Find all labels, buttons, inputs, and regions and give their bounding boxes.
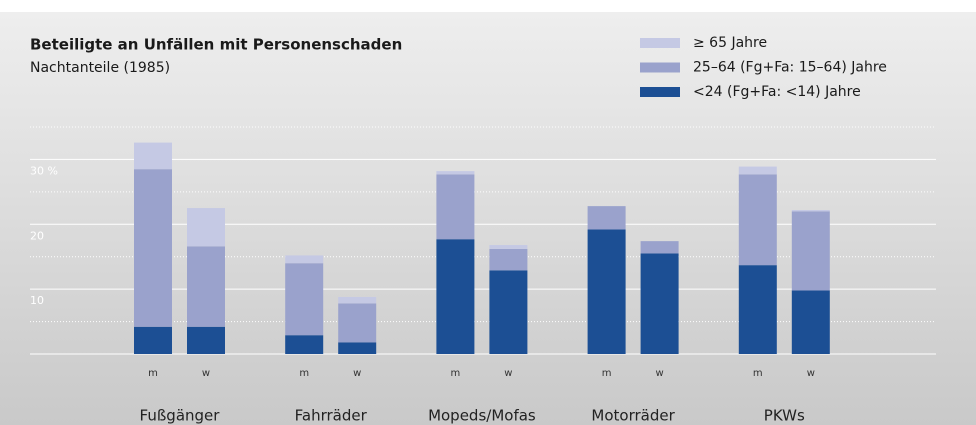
- group-label: Motorräder: [591, 407, 675, 425]
- bar-segment: [489, 248, 528, 271]
- bar-segment: [338, 303, 377, 343]
- bar-segment: [436, 171, 475, 175]
- group-label: Fußgänger: [140, 407, 221, 425]
- x-tick-label: w: [504, 368, 512, 379]
- bar-segment: [791, 210, 830, 212]
- x-tick-label: m: [148, 368, 158, 379]
- bar-segment: [791, 290, 830, 354]
- bar-segment: [587, 229, 626, 354]
- x-tick-label: m: [451, 368, 461, 379]
- x-tick-label: m: [299, 368, 309, 379]
- x-tick-label: w: [202, 368, 210, 379]
- bar-segment: [489, 270, 528, 354]
- bar-segment: [436, 174, 475, 240]
- legend-label: ≥ 65 Jahre: [693, 35, 767, 51]
- bar-segment: [338, 296, 377, 304]
- bar-segment: [134, 142, 172, 170]
- legend-swatch: [640, 62, 680, 73]
- bar-segment: [436, 239, 475, 354]
- bar-segment: [738, 174, 777, 266]
- group-label: Mopeds/Mofas: [428, 407, 536, 425]
- bar-segment: [640, 241, 679, 254]
- bar-segment: [285, 335, 324, 354]
- x-tick-label: m: [602, 368, 612, 379]
- group-label: Fahrräder: [295, 407, 368, 425]
- chart-title: Beteiligte an Unfällen mit Personenschad…: [30, 36, 402, 54]
- x-tick-label: m: [753, 368, 763, 379]
- legend-swatch: [640, 38, 680, 48]
- bar-segment: [187, 208, 225, 247]
- chart-subtitle: Nachtanteile (1985): [30, 60, 170, 76]
- bar-segment: [640, 253, 679, 354]
- bar-segment: [489, 245, 528, 249]
- bar-segment: [134, 326, 172, 354]
- legend-swatch: [640, 87, 680, 97]
- bar-segment: [285, 255, 324, 264]
- bar-segment: [738, 265, 777, 354]
- y-tick-label: 30 %: [30, 164, 58, 177]
- x-tick-label: w: [807, 368, 815, 379]
- x-tick-label: w: [353, 368, 361, 379]
- bar-segment: [738, 166, 777, 175]
- bar-segment: [338, 342, 377, 354]
- legend-label: 25–64 (Fg+Fa: 15–64) Jahre: [693, 60, 887, 76]
- legend-label: <24 (Fg+Fa: <14) Jahre: [693, 84, 861, 100]
- x-tick-label: w: [656, 368, 664, 379]
- bar-segment: [285, 263, 324, 336]
- y-tick-label: 20: [30, 229, 44, 242]
- bar-segment: [187, 246, 225, 327]
- y-tick-label: 10: [30, 294, 44, 307]
- bar-segment: [587, 206, 626, 230]
- bar-segment: [187, 326, 225, 354]
- bar-segment: [791, 211, 830, 291]
- bar-segment: [134, 169, 172, 327]
- group-label: PKWs: [764, 407, 805, 425]
